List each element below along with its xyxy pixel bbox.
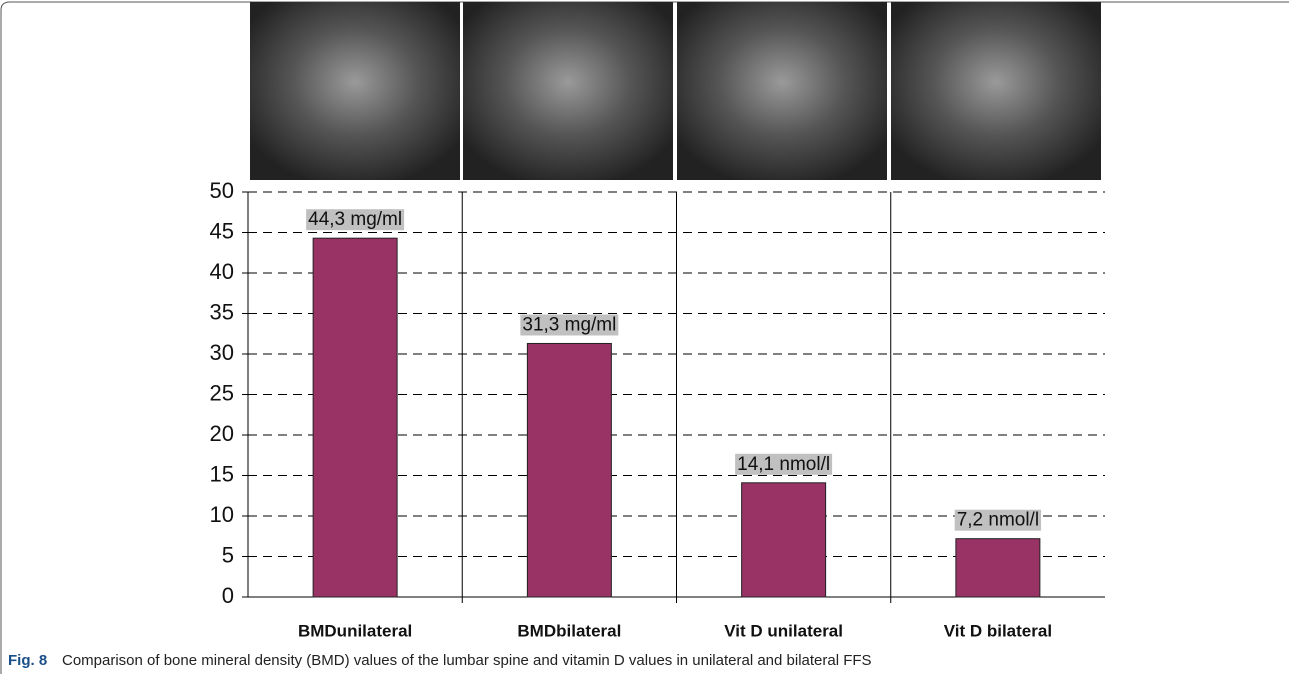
y-tick-label: 50 (210, 178, 234, 203)
mri-image (250, 2, 460, 180)
value-label: 7,2 nmol/l (957, 510, 1039, 531)
y-tick-label: 40 (210, 259, 234, 284)
y-tick-label: 25 (210, 380, 234, 405)
y-tick-label: 45 (210, 218, 234, 243)
x-tick-label: Vit D bilateral (944, 621, 1052, 640)
y-tick-label: 0 (222, 583, 234, 608)
mri-image (463, 2, 673, 180)
bar (742, 483, 826, 597)
x-tick-label: Vit D unilateral (724, 621, 843, 640)
mri-image (677, 2, 887, 180)
caption: Comparison of bone mineral density (BMD)… (62, 652, 872, 669)
x-tick-label: BMDunilateral (298, 621, 412, 640)
y-tick-label: 30 (210, 340, 234, 365)
value-label: 44,3 mg/ml (308, 209, 402, 230)
mri-images (250, 2, 1101, 180)
y-tick-label: 35 (210, 299, 234, 324)
mri-image (891, 2, 1101, 180)
value-label: 31,3 mg/ml (522, 314, 616, 335)
x-tick-label: BMDbilateral (517, 621, 621, 640)
figure: 0 5 10 15 20 25 30 35 40 45 50 BMDunilateral 44,3 mg… (0, 0, 1290, 674)
y-tick-label: 20 (210, 421, 234, 446)
plot: 0 5 10 15 20 25 30 35 40 45 50 BMDunilateral 44,3 mg… (210, 178, 1105, 641)
bar (956, 539, 1040, 597)
y-tick-label: 15 (210, 461, 234, 486)
y-tick-label: 5 (222, 542, 234, 567)
y-tick-label: 10 (210, 502, 234, 527)
caption-label: Fig. 8 (8, 652, 47, 669)
bar (527, 343, 611, 597)
value-label: 14,1 nmol/l (737, 454, 830, 475)
bar (313, 238, 397, 597)
